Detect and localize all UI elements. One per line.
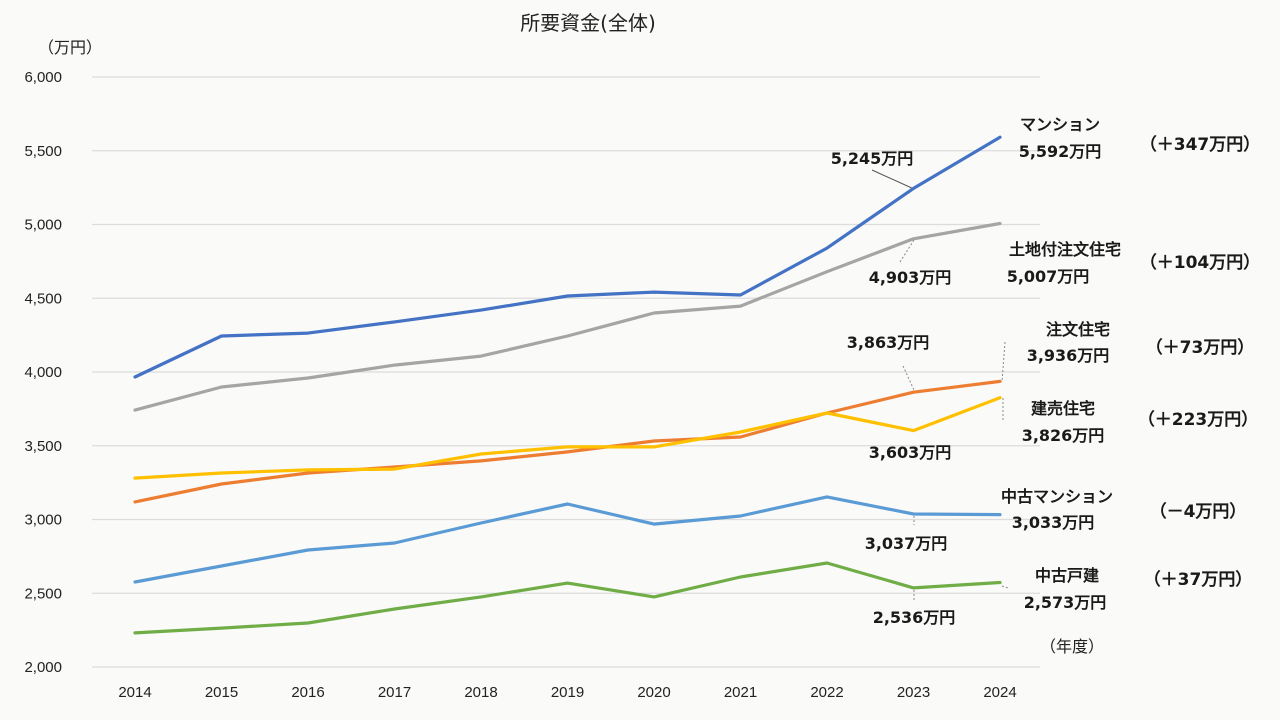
change-label: （＋347万円） <box>1140 134 1261 155</box>
y-tick-label: 4,000 <box>24 364 62 381</box>
y-tick-label: 3,500 <box>24 438 62 455</box>
data-labels: マンション 5,592万円 5,245万円 （＋347万円） 土地付注文住宅 5,007万… <box>831 115 1261 627</box>
x-tick-label: 2021 <box>724 684 757 701</box>
x-tick-label: 2015 <box>205 684 238 701</box>
data-label-2024: 2,573万円 <box>1024 593 1107 612</box>
y-tick-label: 5,000 <box>24 217 62 234</box>
data-label-2024: 3,826万円 <box>1022 426 1105 445</box>
data-label-2024: 5,592万円 <box>1019 142 1102 161</box>
data-label-2023: 2,536万円 <box>873 608 956 627</box>
series-line-4 <box>133 396 1002 480</box>
series-lines <box>133 135 1002 635</box>
y-tick-label: 3,000 <box>24 512 62 529</box>
series-line-6 <box>133 561 1002 635</box>
series-name-label: マンション <box>1020 115 1100 134</box>
x-axis-unit-label: （年度） <box>1040 637 1104 656</box>
series-line-2 <box>133 221 1002 412</box>
x-tick-label: 2018 <box>464 684 497 701</box>
series-name-label: 建売住宅 <box>1031 399 1095 418</box>
data-label-2024: 3,033万円 <box>1012 513 1095 532</box>
y-tick-label: 2,500 <box>24 585 62 602</box>
leader-line <box>899 239 915 263</box>
data-label-2023: 3,037万円 <box>865 534 948 553</box>
y-tick-label: 5,500 <box>24 143 62 160</box>
series-name-label: 注文住宅 <box>1046 320 1110 339</box>
data-label-2024: 5,007万円 <box>1007 267 1090 286</box>
series-name-label: 中古戸建 <box>1035 566 1099 585</box>
data-label-2023: 4,903万円 <box>869 268 952 287</box>
leader-line <box>1001 585 1009 589</box>
gridlines <box>92 76 1040 668</box>
data-label-2023: 3,603万円 <box>869 443 952 462</box>
data-label-2023: 5,245万円 <box>831 149 914 168</box>
change-label: （＋104万円） <box>1140 252 1261 273</box>
x-axis-ticks: 2014 2015 2016 2017 2018 2019 2020 2021 2022 2023… <box>118 684 1016 701</box>
x-tick-label: 2019 <box>551 684 584 701</box>
x-tick-label: 2016 <box>291 684 324 701</box>
data-label-2024: 3,936万円 <box>1027 346 1110 365</box>
change-label: （＋37万円） <box>1144 569 1253 590</box>
data-label-2023: 3,863万円 <box>847 333 930 352</box>
y-axis-ticks: 2,000 2,500 3,000 3,500 4,000 4,500 5,000 5,500… <box>24 69 62 676</box>
y-tick-label: 4,500 <box>24 290 62 307</box>
leader-line <box>1001 341 1006 383</box>
x-tick-label: 2022 <box>810 684 843 701</box>
x-tick-label: 2020 <box>637 684 670 701</box>
change-label: （＋223万円） <box>1138 409 1259 430</box>
series-name-label: 中古マンション <box>1001 487 1113 506</box>
x-tick-label: 2017 <box>378 684 411 701</box>
chart-title: 所要資金(全体) <box>520 11 656 35</box>
leader-lines <box>871 169 1009 600</box>
x-tick-label: 2023 <box>897 684 930 701</box>
change-label: （－4万円） <box>1150 501 1247 522</box>
y-tick-label: 2,000 <box>24 659 62 676</box>
series-line-3 <box>133 379 1002 504</box>
series-name-label: 土地付注文住宅 <box>1009 240 1121 259</box>
y-tick-label: 6,000 <box>24 69 62 86</box>
x-tick-label: 2014 <box>118 684 151 701</box>
change-label: （＋73万円） <box>1146 337 1255 358</box>
leader-line <box>902 365 915 391</box>
y-axis-unit-label: （万円） <box>38 38 102 57</box>
leader-line <box>871 169 915 190</box>
x-tick-label: 2024 <box>983 684 1016 701</box>
